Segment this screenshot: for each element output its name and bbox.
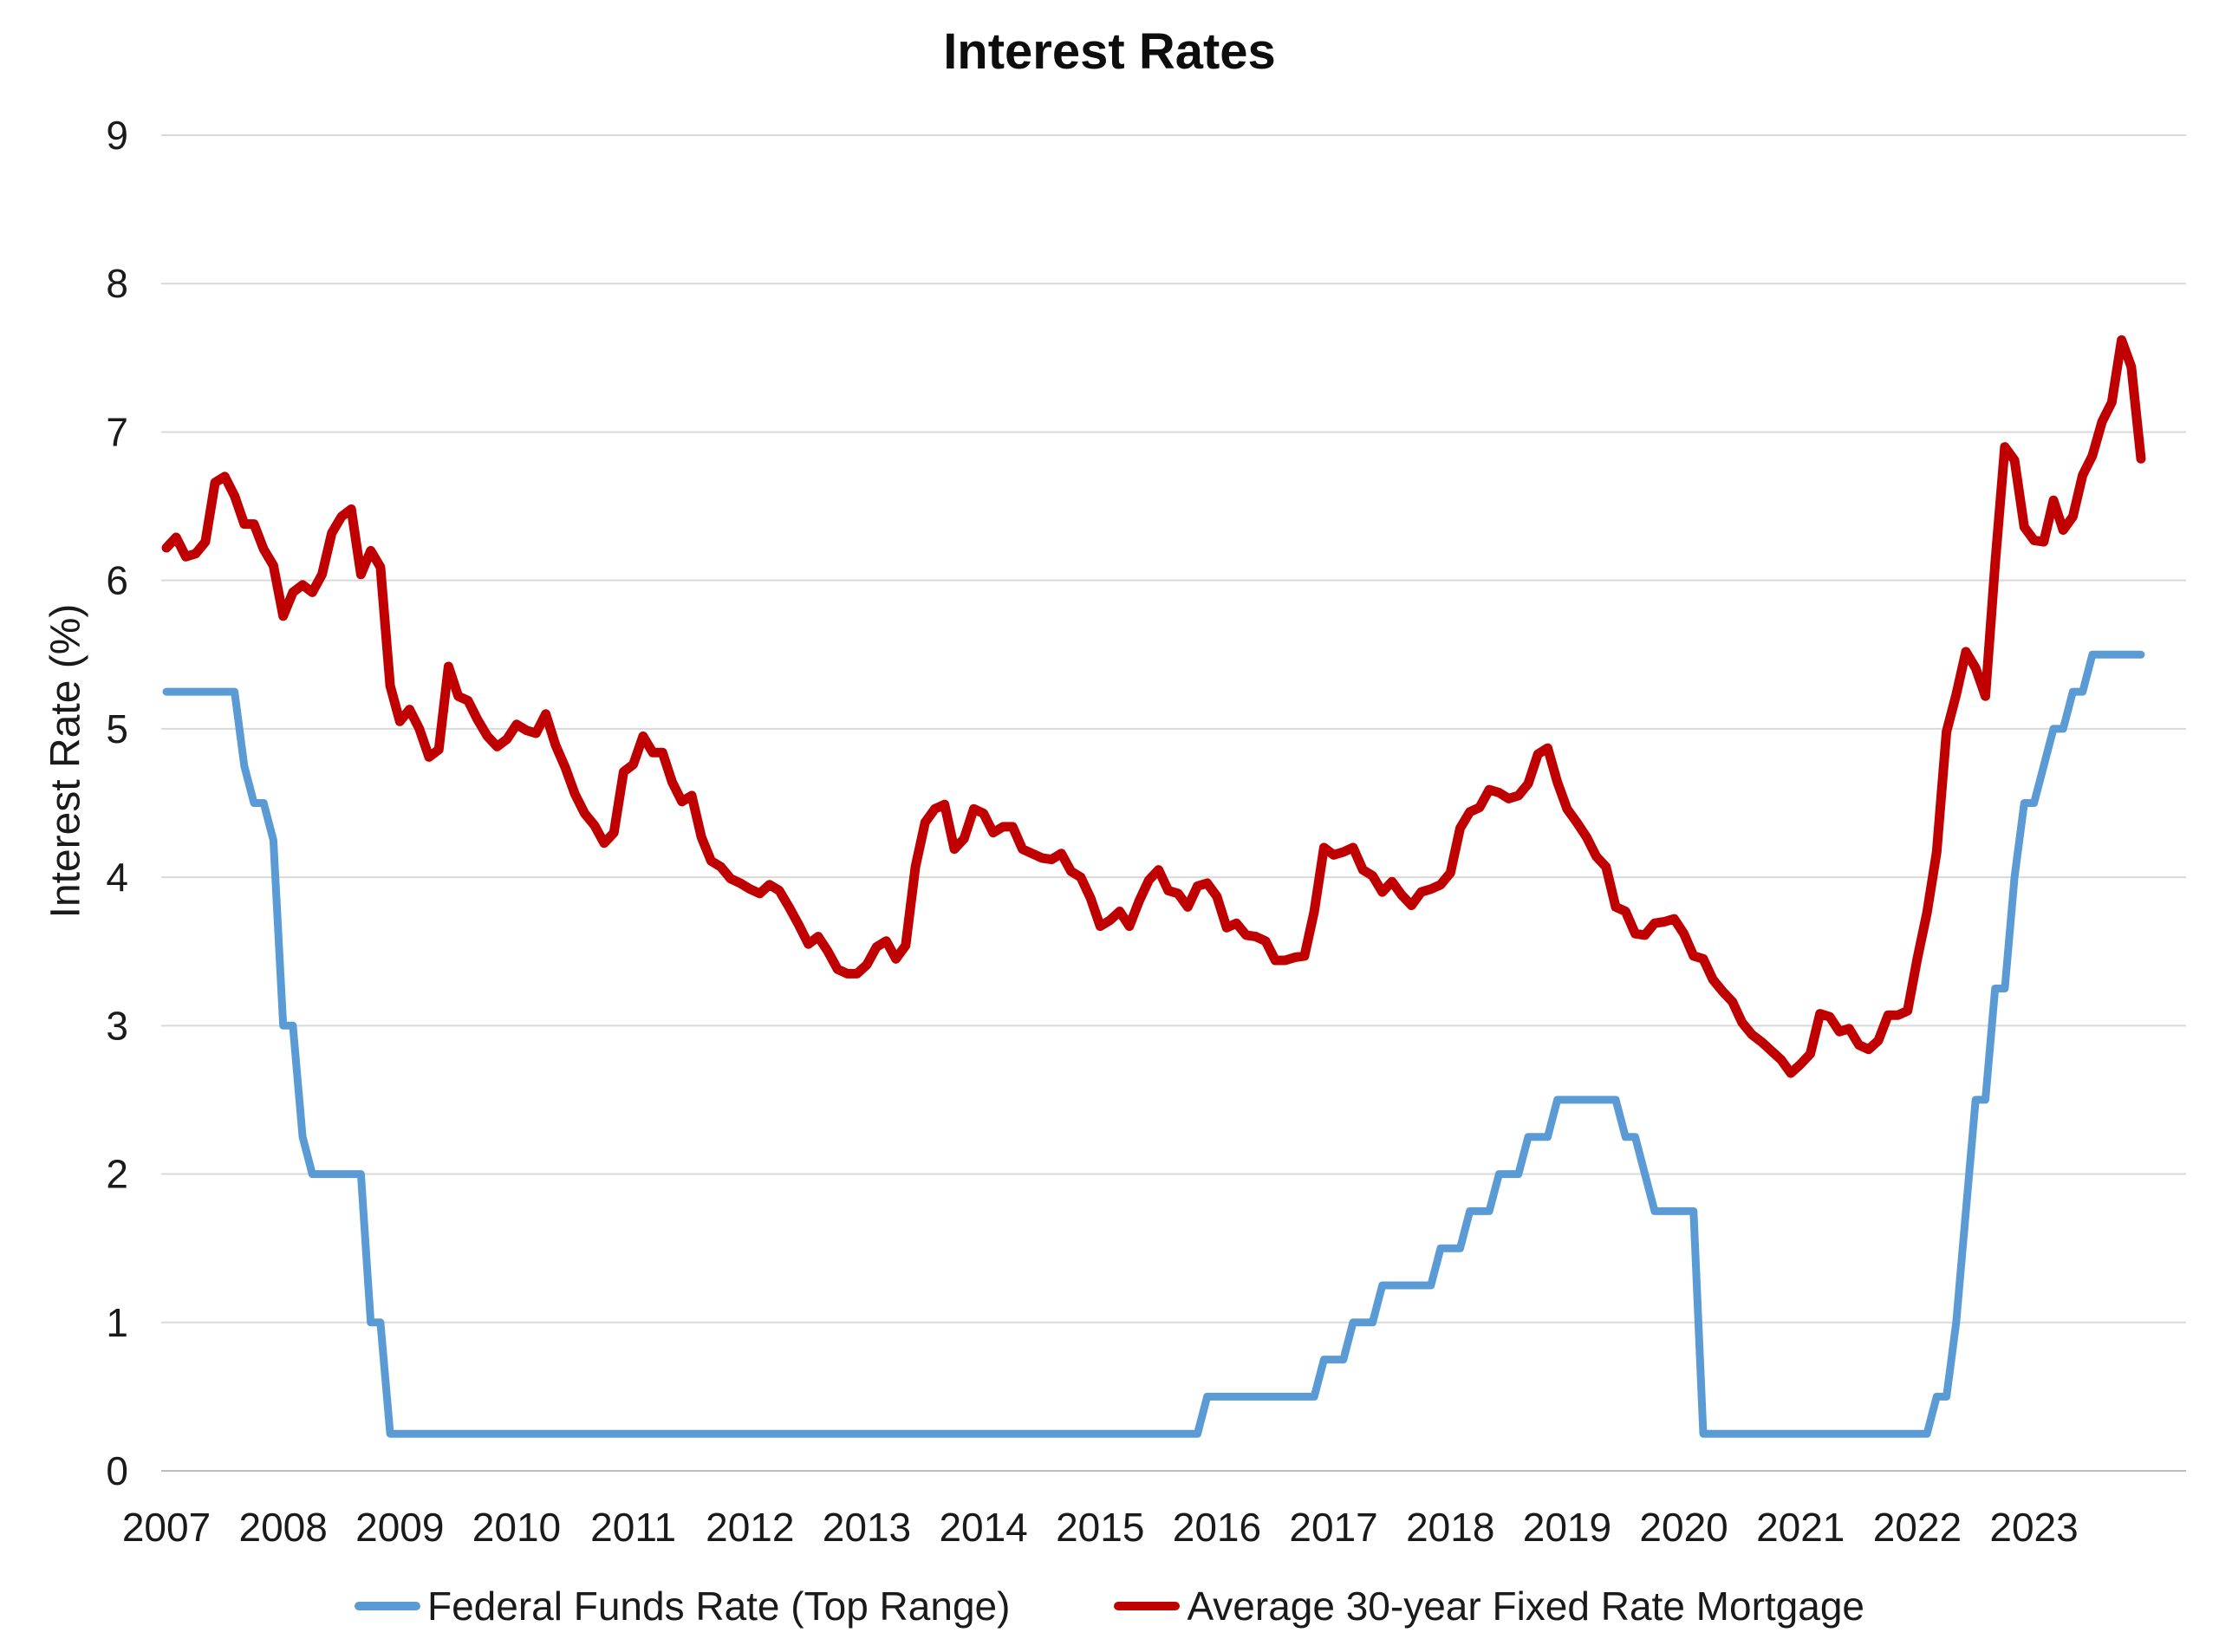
federal-funds-line-swatch (354, 1602, 420, 1610)
y-tick-label-0: 0 (106, 1448, 128, 1493)
x-tick-label-2023: 2023 (1989, 1505, 2078, 1550)
legend-item-federal-funds: Federal Funds Rate (Top Range) (354, 1583, 1011, 1629)
x-tick-label-2012: 2012 (706, 1505, 794, 1550)
legend-item-mortgage: Average 30-year Fixed Rate Mortgage (1114, 1583, 1864, 1629)
x-tick-label-2011: 2011 (590, 1505, 676, 1550)
legend-label-mortgage: Average 30-year Fixed Rate Mortgage (1187, 1584, 1865, 1629)
series-line-mortgage (161, 335, 2146, 1078)
legend-label-federal-funds: Federal Funds Rate (Top Range) (426, 1584, 1011, 1629)
x-tick-label-2019: 2019 (1523, 1505, 1611, 1550)
y-tick-label-2: 2 (106, 1152, 128, 1197)
x-tick-label-2007: 2007 (122, 1505, 211, 1550)
chart-title: Interest Rates (943, 23, 1276, 80)
x-tick-label-2021: 2021 (1756, 1505, 1845, 1550)
x-tick-label-2015: 2015 (1056, 1505, 1144, 1550)
x-tick-label-2008: 2008 (238, 1505, 327, 1550)
mortgage-line-swatch (1114, 1602, 1181, 1610)
x-tick-label-2022: 2022 (1873, 1505, 1962, 1550)
x-tick-label-2020: 2020 (1639, 1505, 1728, 1550)
y-tick-label-8: 8 (106, 261, 128, 306)
x-tick-label-2016: 2016 (1173, 1505, 1261, 1550)
x-tick-label-2018: 2018 (1406, 1505, 1494, 1550)
y-tick-label-6: 6 (106, 558, 128, 603)
x-tick-label-2009: 2009 (355, 1505, 444, 1550)
y-tick-label-9: 9 (106, 113, 128, 158)
x-tick-label-2017: 2017 (1289, 1505, 1377, 1550)
y-tick-label-1: 1 (106, 1300, 128, 1345)
chart-legend: Federal Funds Rate (Top Range) Average 3… (0, 1583, 2219, 1629)
series-line-federal-funds (162, 650, 2145, 1438)
y-tick-label-3: 3 (106, 1003, 128, 1048)
x-tick-label-2013: 2013 (823, 1505, 911, 1550)
y-tick-label-4: 4 (106, 855, 128, 900)
y-tick-label-5: 5 (106, 706, 128, 751)
y-tick-label-7: 7 (106, 409, 128, 454)
x-tick-label-2010: 2010 (472, 1505, 561, 1550)
x-tick-label-2014: 2014 (939, 1505, 1027, 1550)
